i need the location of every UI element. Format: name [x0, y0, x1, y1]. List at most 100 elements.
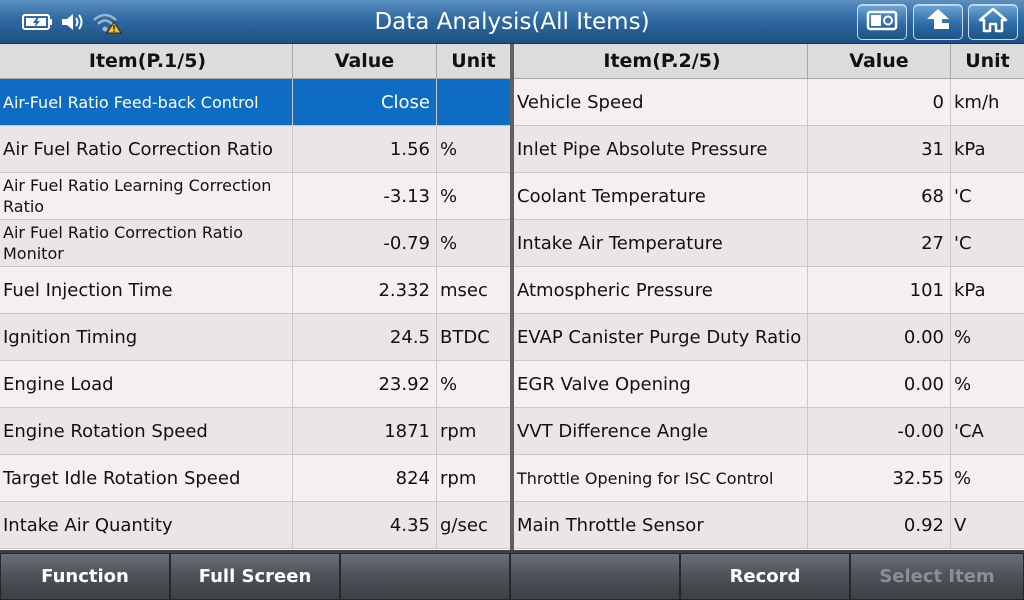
item-name: Air-Fuel Ratio Feed-back Control — [0, 79, 293, 125]
item-value: 0.00 — [808, 361, 951, 407]
item-value: 24.5 — [293, 314, 437, 360]
data-table-page-2: Item(P.2/5) Value Unit Vehicle Speed 0 k… — [514, 44, 1024, 550]
item-name: Intake Air Quantity — [0, 502, 293, 548]
table-row[interactable]: EGR Valve Opening 0.00 % — [514, 361, 1024, 408]
empty-button-2[interactable] — [510, 553, 680, 600]
back-icon — [923, 7, 953, 37]
item-name: Engine Load — [0, 361, 293, 407]
item-unit: % — [440, 138, 458, 160]
item-value: 1871 — [293, 408, 437, 454]
item-unit: rpm — [440, 420, 477, 442]
table-row[interactable]: EVAP Canister Purge Duty Ratio 0.00 % — [514, 314, 1024, 361]
bottom-toolbar: Function Full Screen Record Select Item — [0, 550, 1024, 600]
item-unit: % — [954, 326, 972, 348]
item-unit: kPa — [954, 279, 986, 301]
item-value: 0.00 — [808, 314, 951, 360]
select-item-button[interactable]: Select Item — [850, 553, 1024, 600]
item-unit: % — [440, 232, 458, 254]
table-row[interactable]: Throttle Opening for ISC Control 32.55 % — [514, 455, 1024, 502]
home-button[interactable] — [968, 4, 1018, 40]
item-name: Inlet Pipe Absolute Pressure — [514, 126, 808, 172]
item-value: -0.00 — [808, 408, 951, 454]
item-unit: BTDC — [440, 326, 490, 348]
table-row[interactable]: Intake Air Quantity 4.35 g/sec — [0, 502, 510, 549]
item-unit: msec — [440, 279, 488, 301]
table-row[interactable]: Engine Load 23.92 % — [0, 361, 510, 408]
battery-icon — [22, 13, 54, 31]
item-name: Air Fuel Ratio Correction Ratio — [0, 126, 293, 172]
item-unit: % — [440, 373, 458, 395]
item-value: 32.55 — [808, 455, 951, 501]
item-value: 0 — [808, 79, 951, 125]
item-name: Engine Rotation Speed — [0, 408, 293, 454]
header-unit: Unit — [965, 50, 1010, 72]
item-unit: kPa — [954, 138, 986, 160]
function-button[interactable]: Function — [0, 553, 170, 600]
item-unit: g/sec — [440, 514, 488, 536]
item-unit: V — [954, 514, 967, 536]
item-name: EVAP Canister Purge Duty Ratio — [514, 314, 808, 360]
back-button[interactable] — [913, 4, 963, 40]
table-row[interactable]: Vehicle Speed 0 km/h — [514, 79, 1024, 126]
item-value: 101 — [808, 267, 951, 313]
header-value: Value — [808, 44, 951, 78]
item-unit: 'C — [954, 185, 972, 207]
table-header: Item(P.1/5) Value Unit — [0, 44, 510, 79]
item-value: 0.92 — [808, 502, 951, 548]
table-row[interactable]: Fuel Injection Time 2.332 msec — [0, 267, 510, 314]
item-name: Intake Air Temperature — [514, 220, 808, 266]
item-value: 1.56 — [293, 126, 437, 172]
table-row[interactable]: VVT Difference Angle -0.00 'CA — [514, 408, 1024, 455]
item-unit: 'CA — [954, 420, 984, 442]
table-row[interactable]: Air-Fuel Ratio Feed-back Control Close — [0, 79, 510, 126]
item-unit: km/h — [954, 91, 1000, 113]
item-name: Ignition Timing — [0, 314, 293, 360]
item-name: VVT Difference Angle — [514, 408, 808, 454]
item-name: Atmospheric Pressure — [514, 267, 808, 313]
item-value: 4.35 — [293, 502, 437, 548]
item-name: Air Fuel Ratio Learning Correction Ratio — [0, 173, 293, 219]
item-name: Vehicle Speed — [514, 79, 808, 125]
item-value: 27 — [808, 220, 951, 266]
item-unit: % — [440, 185, 458, 207]
item-value: 23.92 — [293, 361, 437, 407]
table-row[interactable]: Engine Rotation Speed 1871 rpm — [0, 408, 510, 455]
table-row[interactable]: Intake Air Temperature 27 'C — [514, 220, 1024, 267]
screenshot-icon — [865, 8, 899, 36]
table-row[interactable]: Atmospheric Pressure 101 kPa — [514, 267, 1024, 314]
item-name: Coolant Temperature — [514, 173, 808, 219]
table-divider — [510, 44, 514, 550]
item-unit: % — [954, 467, 972, 489]
item-name: Throttle Opening for ISC Control — [514, 455, 808, 501]
header-item: Item(P.1/5) — [0, 44, 293, 78]
status-icons — [22, 8, 122, 36]
item-name: Fuel Injection Time — [0, 267, 293, 313]
item-name: Target Idle Rotation Speed — [0, 455, 293, 501]
item-value: Close — [293, 79, 437, 125]
screenshot-button[interactable] — [857, 4, 907, 40]
item-unit: 'C — [954, 232, 972, 254]
table-row[interactable]: Ignition Timing 24.5 BTDC — [0, 314, 510, 361]
table-row[interactable]: Target Idle Rotation Speed 824 rpm — [0, 455, 510, 502]
table-row[interactable]: Air Fuel Ratio Learning Correction Ratio… — [0, 173, 510, 220]
full-screen-button[interactable]: Full Screen — [170, 553, 340, 600]
item-unit: % — [954, 373, 972, 395]
header-value: Value — [293, 44, 437, 78]
table-row[interactable]: Air Fuel Ratio Correction Ratio Monitor … — [0, 220, 510, 267]
table-row[interactable]: Coolant Temperature 68 'C — [514, 173, 1024, 220]
table-header: Item(P.2/5) Value Unit — [514, 44, 1024, 79]
table-row[interactable]: Inlet Pipe Absolute Pressure 31 kPa — [514, 126, 1024, 173]
item-unit: rpm — [440, 467, 477, 489]
wifi-warning-icon — [92, 10, 122, 34]
table-row[interactable]: Main Throttle Sensor 0.92 V — [514, 502, 1024, 549]
item-value: 824 — [293, 455, 437, 501]
record-button[interactable]: Record — [680, 553, 850, 600]
title-bar: Data Analysis(All Items) — [0, 0, 1024, 44]
header-unit: Unit — [451, 50, 496, 72]
header-item: Item(P.2/5) — [514, 44, 808, 78]
table-row[interactable]: Air Fuel Ratio Correction Ratio 1.56 % — [0, 126, 510, 173]
data-table-page-1: Item(P.1/5) Value Unit Air-Fuel Ratio Fe… — [0, 44, 510, 550]
empty-button-1[interactable] — [340, 553, 510, 600]
item-name: Air Fuel Ratio Correction Ratio Monitor — [0, 220, 293, 266]
page-title: Data Analysis(All Items) — [374, 9, 650, 35]
